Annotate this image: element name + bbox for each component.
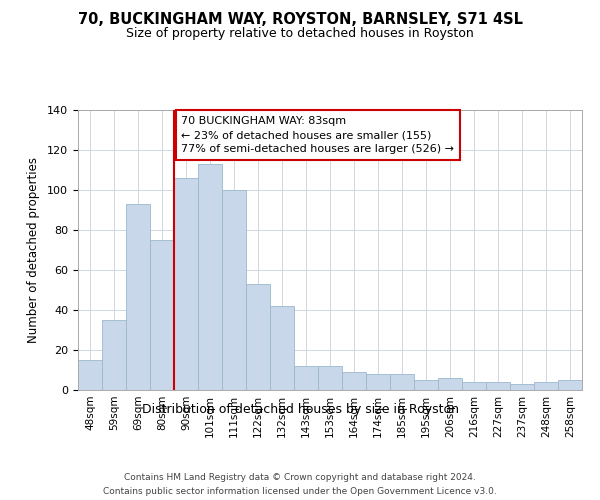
Bar xyxy=(102,320,126,390)
Bar xyxy=(78,360,102,390)
Bar xyxy=(486,382,510,390)
Bar xyxy=(126,204,150,390)
Bar xyxy=(534,382,558,390)
Bar xyxy=(294,366,318,390)
Text: 70, BUCKINGHAM WAY, ROYSTON, BARNSLEY, S71 4SL: 70, BUCKINGHAM WAY, ROYSTON, BARNSLEY, S… xyxy=(77,12,523,28)
Bar xyxy=(438,378,462,390)
Bar xyxy=(270,306,294,390)
Bar xyxy=(246,284,270,390)
Text: Distribution of detached houses by size in Royston: Distribution of detached houses by size … xyxy=(142,402,458,415)
Bar xyxy=(510,384,534,390)
Bar xyxy=(198,164,222,390)
Bar xyxy=(318,366,342,390)
Text: Contains public sector information licensed under the Open Government Licence v3: Contains public sector information licen… xyxy=(103,488,497,496)
Bar xyxy=(222,190,246,390)
Bar xyxy=(462,382,486,390)
Bar xyxy=(342,372,366,390)
Y-axis label: Number of detached properties: Number of detached properties xyxy=(27,157,40,343)
Bar xyxy=(174,178,198,390)
Text: Contains HM Land Registry data © Crown copyright and database right 2024.: Contains HM Land Registry data © Crown c… xyxy=(124,472,476,482)
Bar xyxy=(558,380,582,390)
Bar xyxy=(414,380,438,390)
Bar xyxy=(366,374,390,390)
Bar xyxy=(150,240,174,390)
Bar xyxy=(390,374,414,390)
Text: 70 BUCKINGHAM WAY: 83sqm
← 23% of detached houses are smaller (155)
77% of semi-: 70 BUCKINGHAM WAY: 83sqm ← 23% of detach… xyxy=(181,116,454,154)
Text: Size of property relative to detached houses in Royston: Size of property relative to detached ho… xyxy=(126,28,474,40)
